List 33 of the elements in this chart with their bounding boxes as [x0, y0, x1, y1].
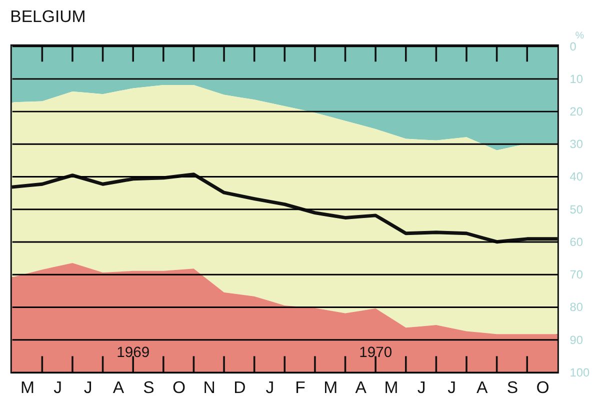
- y-tick-label: 40: [570, 170, 584, 184]
- x-tick-label: M: [20, 378, 35, 398]
- annotation: 1969: [116, 345, 150, 362]
- y-tick-label: 60: [570, 234, 584, 249]
- x-tick-label: S: [143, 378, 154, 398]
- x-tick-label: A: [112, 378, 125, 398]
- x-tick-label: O: [536, 378, 550, 398]
- x-tick-label: O: [172, 378, 186, 398]
- x-tick-label: D: [234, 378, 246, 398]
- x-tick-label: J: [448, 378, 456, 398]
- x-tick-label: J: [84, 378, 92, 398]
- y-tick-label: 90: [570, 332, 584, 347]
- y-tick-label: 30: [570, 137, 584, 152]
- x-tick-label: M: [324, 378, 338, 398]
- x-tick-label: J: [266, 378, 274, 398]
- y-tick-label: 70: [570, 268, 584, 282]
- y-tick-label: 100: [570, 365, 590, 380]
- y-axis-title: %: [575, 30, 584, 42]
- annotation: 1970: [359, 345, 392, 362]
- x-tick-label: J: [417, 378, 426, 398]
- x-tick-label: J: [54, 378, 62, 398]
- y-tick-label: 10: [570, 72, 584, 86]
- x-tick-label: M: [384, 378, 398, 398]
- y-tick-label: 20: [570, 104, 584, 119]
- x-tick-label: N: [203, 378, 216, 398]
- y-tick-label: 50: [570, 202, 584, 216]
- y-tick-label: 80: [570, 300, 584, 314]
- chart-title: BELGIUM: [10, 7, 86, 26]
- x-tick-label: S: [506, 378, 518, 398]
- x-tick-label: F: [295, 378, 306, 398]
- x-tick-label: A: [355, 378, 368, 398]
- x-tick-label: A: [476, 378, 489, 398]
- y-tick-label: 0: [570, 39, 577, 54]
